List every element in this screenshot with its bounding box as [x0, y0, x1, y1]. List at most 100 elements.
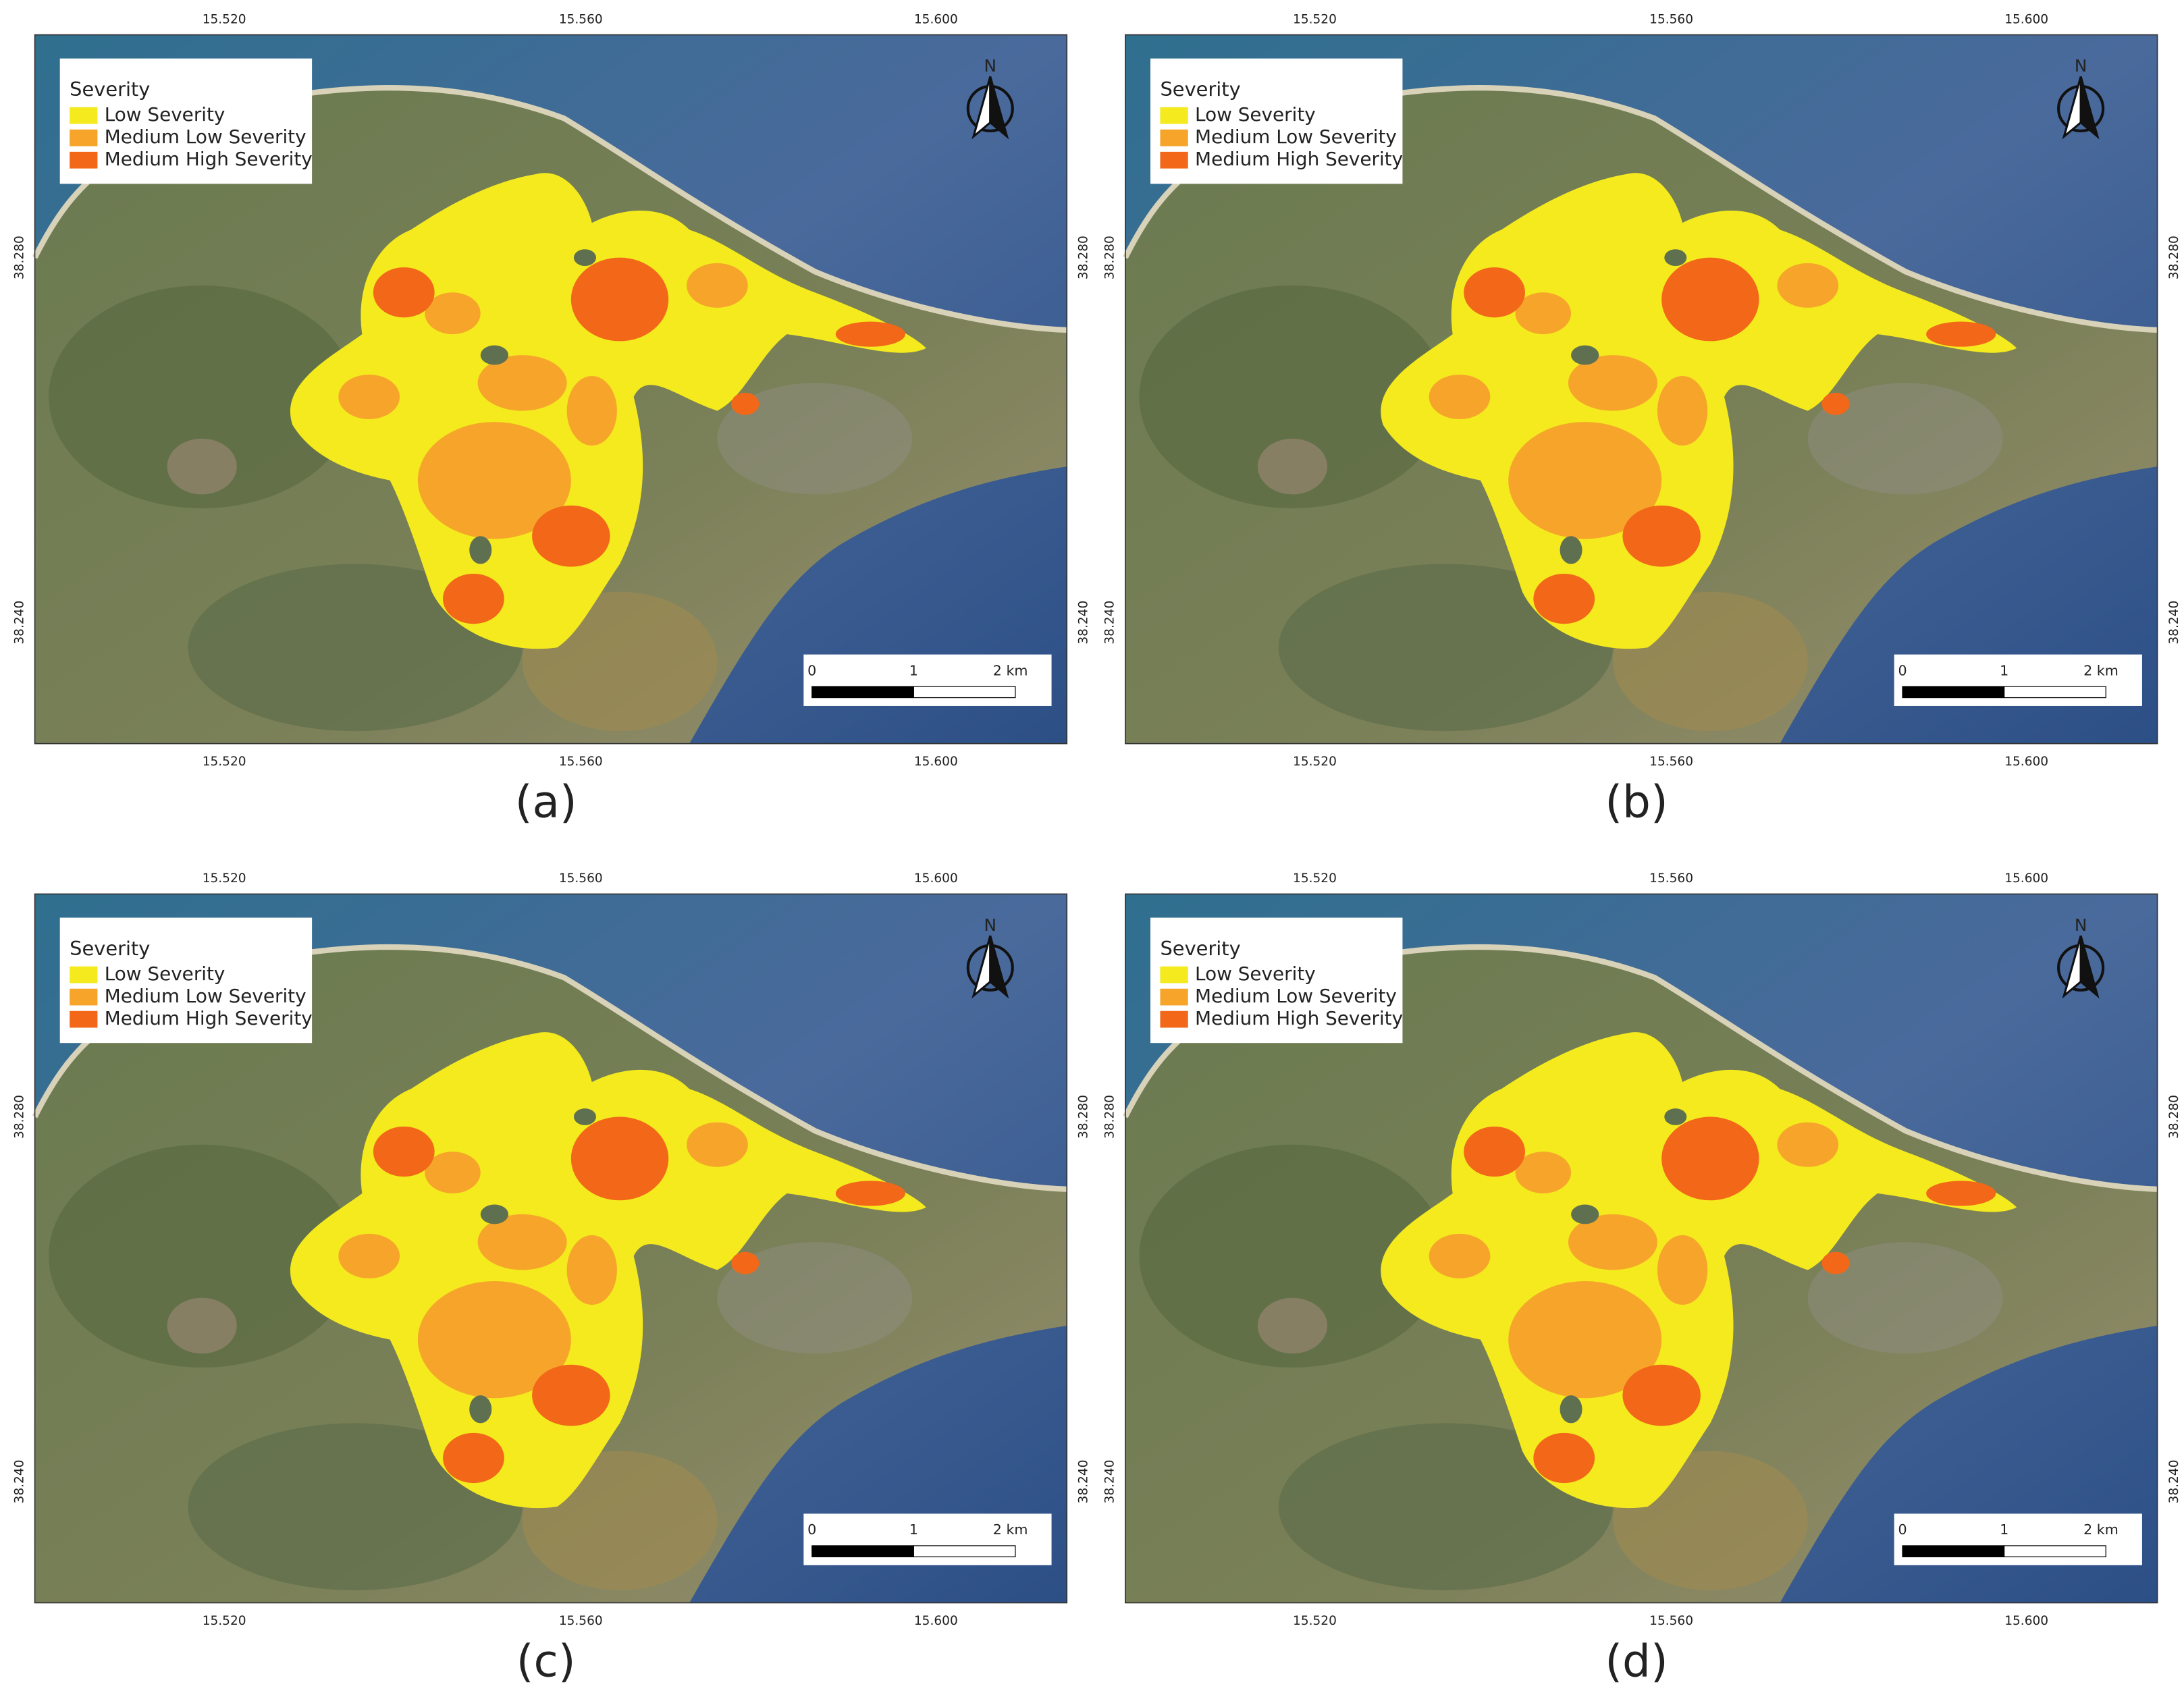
y-tick-label: 38.280: [1077, 236, 1091, 279]
x-tick-label: 15.560: [559, 12, 603, 26]
y-tick-label: 38.240: [1077, 1460, 1091, 1504]
legend-label: Medium Low Severity: [105, 985, 307, 1007]
legend-label: Low Severity: [105, 963, 225, 985]
map-frame: [1125, 893, 2158, 1604]
x-tick-label: 15.600: [914, 871, 958, 886]
x-tick-label: 15.520: [203, 12, 246, 26]
legend-box: [59, 58, 313, 184]
legend-box: [1150, 58, 1403, 184]
legend-swatch: [1160, 151, 1188, 169]
scale-label: 0: [807, 1521, 816, 1538]
map-panel: 15.520 15.520 15.560 15.560 15.600 15.600 38.2…: [1103, 12, 2181, 828]
legend-swatch: [1160, 129, 1188, 146]
scale-bar-black: [811, 1545, 914, 1558]
scale-bar-black: [811, 686, 914, 699]
x-tick-label: 15.520: [203, 755, 246, 769]
y-tick-label: 38.280: [1103, 1095, 1117, 1139]
y-tick-label: 38.280: [1077, 1095, 1091, 1139]
y-tick-label: 38.240: [2167, 601, 2181, 645]
scale-label: 1: [909, 662, 918, 678]
legend-title: Severity: [70, 937, 150, 960]
legend-swatch: [70, 151, 98, 169]
legend-swatch: [70, 129, 98, 146]
legend-label: Medium High Severity: [105, 1007, 313, 1029]
y-tick-label: 38.240: [1103, 1460, 1117, 1504]
legend-label: Low Severity: [1195, 963, 1316, 985]
x-tick-label: 15.560: [1649, 871, 1693, 886]
legend-swatch: [70, 1010, 98, 1028]
legend-swatch: [70, 988, 98, 1006]
scale-label: 1: [2000, 662, 2008, 678]
legend-swatch: [1160, 107, 1188, 124]
x-tick-label: 15.520: [1293, 755, 1337, 769]
x-tick-label: 15.520: [203, 1614, 246, 1628]
scale-label: 1: [2000, 1521, 2008, 1538]
north-label: N: [2075, 915, 2087, 935]
x-tick-label: 15.600: [914, 12, 958, 26]
x-tick-label: 15.560: [559, 871, 603, 886]
x-tick-label: 15.600: [914, 755, 958, 769]
legend-label: Medium High Severity: [1195, 148, 1403, 170]
legend-swatch: [1160, 1010, 1188, 1028]
legend-title: Severity: [1160, 78, 1240, 101]
y-tick-label: 38.280: [1103, 236, 1117, 279]
north-arrow-right: [989, 935, 1009, 999]
scale-bar-white: [2004, 686, 2106, 699]
x-tick-label: 15.560: [1649, 755, 1693, 769]
x-tick-label: 15.600: [2004, 12, 2048, 26]
x-tick-label: 15.560: [559, 755, 603, 769]
scale-label: 2 km: [2083, 662, 2119, 678]
scale-label: 2 km: [2083, 1521, 2119, 1538]
scale-label: 2 km: [993, 1521, 1028, 1538]
legend-swatch: [1160, 988, 1188, 1006]
y-tick-label: 38.280: [12, 1095, 26, 1139]
legend-label: Medium High Severity: [105, 148, 313, 170]
scale-bar-white: [2004, 1545, 2106, 1558]
panel-caption: (d): [1605, 1635, 1668, 1687]
legend-label: Low Severity: [105, 103, 225, 126]
legend-label: Low Severity: [1195, 103, 1316, 126]
y-tick-label: 38.240: [1077, 601, 1091, 645]
map-panel: 15.520 15.520 15.560 15.560 15.600 15.600 38.2…: [12, 12, 1090, 828]
x-tick-label: 15.600: [2004, 1614, 2048, 1628]
north-label: N: [2075, 56, 2087, 76]
legend-label: Medium Low Severity: [1195, 985, 1397, 1007]
legend-box: [59, 917, 313, 1044]
x-tick-label: 15.560: [559, 1614, 603, 1628]
x-tick-label: 15.600: [2004, 755, 2048, 769]
legend-box: [1150, 917, 1403, 1044]
scale-bar-black: [1902, 1545, 2005, 1558]
y-tick-label: 38.280: [2167, 236, 2181, 279]
x-tick-label: 15.520: [1293, 1614, 1337, 1628]
panel-caption: (a): [515, 776, 577, 828]
legend-title: Severity: [1160, 937, 1240, 960]
y-tick-label: 38.240: [2167, 1460, 2181, 1504]
y-tick-label: 38.240: [12, 1460, 26, 1504]
map-frame: [34, 893, 1068, 1604]
north-arrow-right: [2079, 76, 2100, 140]
x-tick-label: 15.520: [203, 871, 246, 886]
legend-label: Medium Low Severity: [105, 126, 307, 148]
map-panel: 15.520 15.520 15.560 15.560 15.600 15.600 38.2…: [1103, 871, 2181, 1687]
north-label: N: [984, 56, 997, 76]
north-arrow-right: [2079, 935, 2100, 999]
map-panel: 15.520 15.520 15.560 15.560 15.600 15.600 38.2…: [12, 871, 1090, 1687]
y-tick-label: 38.280: [12, 236, 26, 279]
legend-label: Medium Low Severity: [1195, 126, 1397, 148]
x-tick-label: 15.560: [1649, 12, 1693, 26]
legend-swatch: [70, 966, 98, 983]
y-tick-label: 38.240: [1103, 601, 1117, 645]
north-label: N: [984, 915, 997, 935]
legend-swatch: [70, 107, 98, 124]
map-frame: [1125, 34, 2158, 745]
scale-bar-white: [913, 686, 1016, 699]
scale-label: 0: [807, 662, 816, 678]
scale-label: 0: [1898, 1521, 1907, 1538]
scale-label: 1: [909, 1521, 918, 1538]
x-tick-label: 15.520: [1293, 12, 1337, 26]
x-tick-label: 15.560: [1649, 1614, 1693, 1628]
panel-caption: (b): [1605, 776, 1668, 828]
x-tick-label: 15.600: [2004, 871, 2048, 886]
north-arrow-right: [989, 76, 1009, 140]
y-tick-label: 38.280: [2167, 1095, 2181, 1139]
